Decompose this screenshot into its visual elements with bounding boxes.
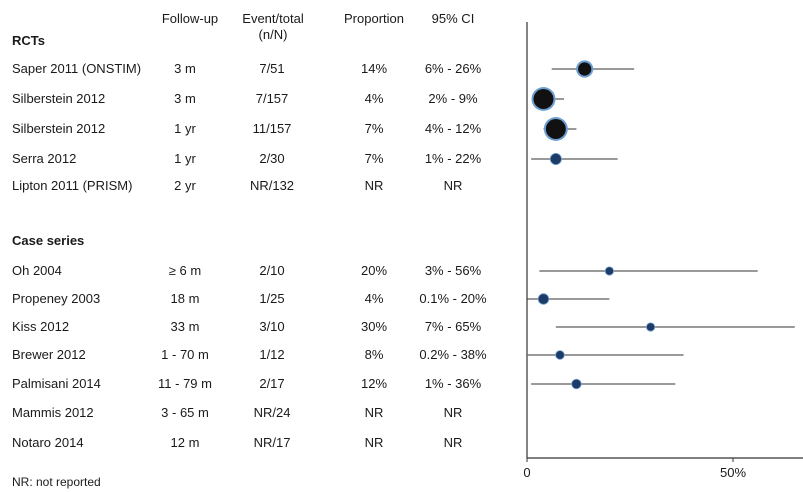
ci-value: 0.2% - 38% <box>419 347 487 362</box>
x-tick-label: 0 <box>523 465 530 480</box>
study-name: Palmisani 2014 <box>12 376 101 391</box>
ci-value: 7% - 65% <box>424 319 482 334</box>
followup-value: 12 m <box>170 435 200 450</box>
event-total-value: 1/12 <box>259 347 285 362</box>
point-estimate <box>604 266 614 276</box>
followup-value: 3 m <box>174 61 196 76</box>
header-event-line2: (n/N) <box>258 27 288 42</box>
followup-value: 33 m <box>170 319 200 334</box>
study-name: Propeney 2003 <box>12 291 101 306</box>
event-total-value: 7/51 <box>259 61 285 76</box>
event-total-value: NR/132 <box>249 178 295 193</box>
proportion-value: NR <box>364 405 384 420</box>
event-total-value: 2/17 <box>259 376 285 391</box>
x-tick-label: 50% <box>720 465 746 480</box>
study-name: Notaro 2014 <box>12 435 84 450</box>
event-total-value: 2/10 <box>259 263 285 278</box>
ci-value: NR <box>443 435 463 450</box>
study-name: Lipton 2011 (PRISM) <box>12 178 133 193</box>
study-name: Saper 2011 (ONSTIM) <box>12 61 142 76</box>
proportion-value: NR <box>364 178 384 193</box>
section-label-rcts: RCTs <box>12 33 45 48</box>
event-total-value: 2/30 <box>259 151 285 166</box>
ci-value: 3% - 56% <box>424 263 482 278</box>
followup-value: ≥ 6 m <box>168 263 202 278</box>
ci-value: 1% - 36% <box>424 376 482 391</box>
section-label-case-series: Case series <box>12 233 85 248</box>
followup-value: 18 m <box>170 291 200 306</box>
event-total-value: NR/24 <box>253 405 291 420</box>
proportion-value: NR <box>364 435 384 450</box>
followup-value: 2 yr <box>174 178 196 193</box>
proportion-value: 14% <box>360 61 388 76</box>
proportion-value: 12% <box>360 376 388 391</box>
point-estimate <box>537 293 550 305</box>
proportion-value: 7% <box>364 151 384 166</box>
header-ci: 95% CI <box>431 11 475 26</box>
point-estimate <box>578 62 592 76</box>
point-estimate <box>545 119 566 139</box>
study-name: Serra 2012 <box>12 151 77 166</box>
followup-value: 11 - 79 m <box>158 376 212 391</box>
header-followup: Follow-up <box>161 11 219 26</box>
proportion-value: 4% <box>364 91 384 106</box>
point-estimate <box>533 89 554 109</box>
study-name: Brewer 2012 <box>12 347 86 362</box>
point-estimate <box>555 350 565 360</box>
event-total-value: NR/17 <box>253 435 291 450</box>
proportion-value: 20% <box>360 263 388 278</box>
proportion-value: 7% <box>364 121 384 136</box>
ci-value: NR <box>443 178 463 193</box>
event-total-value: 3/10 <box>259 319 285 334</box>
study-name: Mammis 2012 <box>12 405 94 420</box>
event-total-value: 7/157 <box>255 91 289 106</box>
study-name: Oh 2004 <box>12 263 62 278</box>
header-event-total: Event/total (n/N) <box>232 11 314 43</box>
event-total-value: 1/25 <box>259 291 285 306</box>
followup-value: 3 - 65 m <box>161 405 209 420</box>
ci-value: NR <box>443 405 463 420</box>
ci-value: 4% - 12% <box>424 121 482 136</box>
ci-value: 1% - 22% <box>424 151 482 166</box>
ci-value: 2% - 9% <box>428 91 478 106</box>
header-event-line1: Event/total <box>242 11 304 26</box>
study-name: Kiss 2012 <box>12 319 70 334</box>
header-proportion: Proportion <box>344 11 404 26</box>
point-estimate <box>549 153 562 165</box>
event-total-value: 11/157 <box>252 121 292 136</box>
point-estimate <box>646 322 656 332</box>
study-name: Silberstein 2012 <box>12 91 106 106</box>
followup-value: 1 yr <box>174 121 196 136</box>
footnote: NR: not reported <box>12 475 101 489</box>
followup-value: 3 m <box>174 91 196 106</box>
ci-value: 0.1% - 20% <box>419 291 487 306</box>
proportion-value: 8% <box>364 347 384 362</box>
ci-value: 6% - 26% <box>424 61 482 76</box>
study-name: Silberstein 2012 <box>12 121 106 136</box>
proportion-value: 30% <box>360 319 388 334</box>
followup-value: 1 yr <box>174 151 196 166</box>
followup-value: 1 - 70 m <box>161 347 209 362</box>
point-estimate <box>571 378 582 390</box>
proportion-value: 4% <box>364 291 384 306</box>
